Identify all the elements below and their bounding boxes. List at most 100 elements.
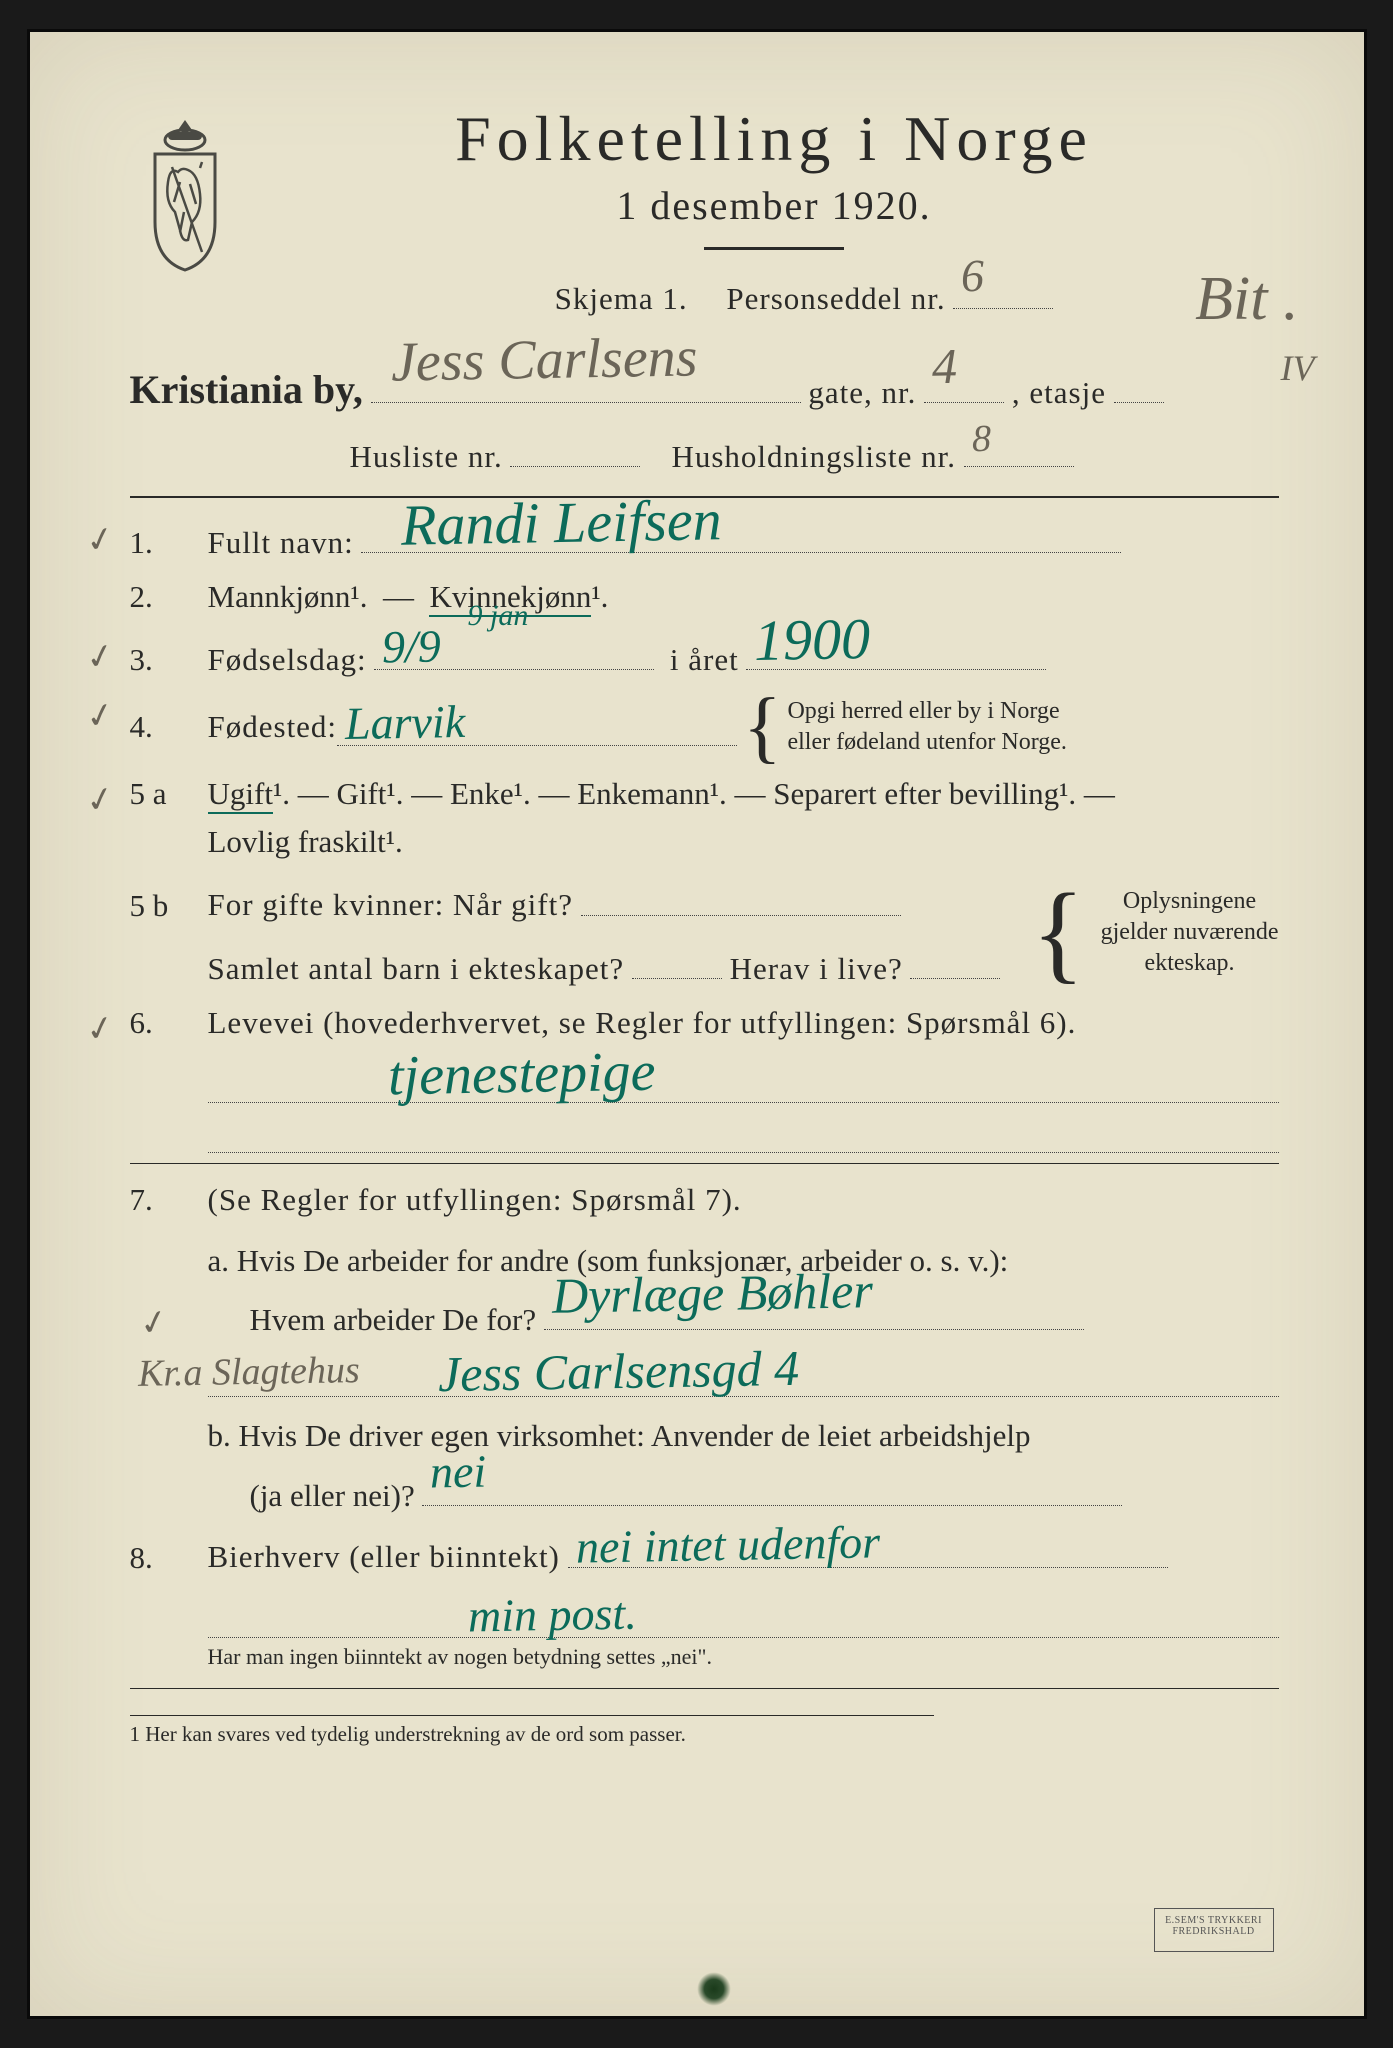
q3-year-value: 1900 — [754, 605, 871, 674]
q3-year-label: i året — [670, 642, 739, 677]
q4-field: Larvik — [337, 709, 737, 746]
personseddel-extra: Bit . — [1195, 250, 1298, 349]
q5a-label2: Lovlig fraskilt¹. — [208, 824, 403, 860]
q5a-label: Ugift¹. — Gift¹. — Enke¹. — Enkemann¹. —… — [208, 776, 1115, 814]
q3-year-field: 1900 — [746, 633, 1046, 670]
q8-row: 8. Bierhverv (eller biinntekt) nei intet… — [130, 1530, 1279, 1575]
address-line-1: Kristiania by, Jess Carlsens gate, nr. 4… — [130, 358, 1279, 422]
city-label: Kristiania by, — [130, 367, 363, 412]
gate-nr-field: 4 — [924, 366, 1004, 403]
q7a-field-2: Kr.a Slagtehus Jess Carlsensgd 4 — [208, 1353, 1279, 1397]
q7a-margin: Kr.a Slagtehus — [137, 1348, 359, 1396]
etasje-label: , etasje — [1012, 375, 1106, 410]
q5b-l1: For gifte kvinner: Når gift? — [208, 888, 573, 923]
q1-field: Randi Leifsen — [361, 516, 1121, 553]
q5a-tick: ✓ — [82, 778, 118, 823]
q6-label: Levevei (hovederhvervet, se Regler for u… — [208, 1005, 1077, 1040]
q8-value2: min post. — [467, 1586, 637, 1642]
q3-day-field: 9/9 — [374, 633, 654, 670]
q7-num: 7. — [130, 1182, 186, 1218]
date-subtitle: 1 desember 1920. — [270, 182, 1279, 229]
address-line-2: Husliste nr. Husholdningsliste nr. 8 — [350, 430, 1279, 482]
q2-row: 2. Mannkjønn¹. — Kvinnekjønn¹. 9 jan — [130, 579, 1279, 615]
q3-num: 3. — [130, 642, 186, 678]
note-block: Oplysningene gjelder nuværende ekteskap. — [1101, 886, 1279, 980]
q5b-num: 5 b — [130, 888, 186, 924]
q5a-row: ✓ 5 a Ugift¹. — Gift¹. — Enke¹. — Enkema… — [130, 776, 1279, 812]
q7b-q: (ja eller nei)? — [250, 1478, 415, 1513]
q5a-row2: Lovlig fraskilt¹. — [208, 824, 1279, 860]
q5b-f2 — [632, 942, 722, 979]
q7a-tick: ✓ — [134, 1295, 173, 1354]
thin-rule-2 — [130, 1688, 1279, 1689]
q4-tick: ✓ — [82, 693, 118, 738]
q5a-num: 5 a — [130, 776, 186, 812]
ink-blot — [697, 1972, 731, 2006]
gate-nr-value: 4 — [931, 326, 957, 406]
etasje-value: IV — [1281, 340, 1315, 398]
q5b-f1 — [581, 878, 901, 915]
q8-num: 8. — [130, 1540, 186, 1576]
q6-tick: ✓ — [82, 1006, 118, 1051]
q8-value1: nei intet udenfor — [575, 1515, 880, 1573]
q7a-value2: Jess Carlsensgd 4 — [437, 1339, 799, 1403]
q8-hint: Har man ingen biinntekt av nogen betydni… — [208, 1644, 1279, 1670]
q8-label: Bierhverv (eller biinntekt) — [208, 1540, 560, 1575]
brace-icon: { — [743, 707, 781, 747]
q3-label: Fødselsdag: — [208, 642, 367, 677]
stamp-l1: E.SEM'S TRYKKERI — [1165, 1915, 1262, 1926]
q3-row: ✓ 3. Fødselsdag: 9/9 i året 1900 — [130, 633, 1279, 678]
husholdning-value: 8 — [971, 409, 991, 470]
q4-label: Fødested: — [208, 709, 338, 745]
personseddel-nr-field: 6 — [953, 272, 1053, 309]
personseddel-label: Personseddel nr. — [726, 281, 945, 316]
q7b-label-line: b. Hvis De driver egen virksomhet: Anven… — [208, 1411, 1279, 1461]
document-page: Folketelling i Norge 1 desember 1920. Sk… — [27, 29, 1367, 2019]
q7a-q-line: ✓ Hvem arbeider De for? Dyrlæge Bøhler — [250, 1293, 1279, 1345]
street-field: Jess Carlsens — [371, 366, 801, 403]
q6-field: tjenestepige — [208, 1059, 1279, 1103]
husholdning-field: 8 — [964, 430, 1074, 467]
q7a-value: Dyrlæge Bøhler — [551, 1251, 873, 1337]
q1-num: 1. — [130, 525, 186, 561]
personseddel-nr-value: 6 — [961, 238, 985, 312]
title-rule — [704, 247, 844, 250]
q1-tick: ✓ — [82, 517, 118, 562]
street-value: Jess Carlsens — [390, 314, 698, 409]
q7b-label: b. Hvis De driver egen virksomhet: Anven… — [208, 1418, 1031, 1453]
husholdning-label: Husholdningsliste nr. — [671, 439, 956, 474]
q7b-value: nei — [430, 1435, 487, 1510]
q1-label: Fullt navn: — [208, 525, 354, 560]
q3-scribble: 9 jan — [468, 599, 529, 633]
q7a-field: Dyrlæge Bøhler — [544, 1293, 1084, 1330]
footnote: 1 Her kan svares ved tydelig understrekn… — [130, 1715, 934, 1747]
husliste-field — [510, 430, 640, 467]
q1-value: Randi Leifsen — [401, 486, 723, 559]
q8-field-2: min post. — [208, 1594, 1279, 1638]
q5b-f3 — [910, 942, 1000, 979]
gate-label: gate, nr. — [808, 375, 916, 410]
q6-num: 6. — [130, 1005, 186, 1041]
q5b-note1: Oplysningene — [1123, 888, 1256, 914]
q3-tick: ✓ — [82, 634, 118, 679]
q4-note1: Opgi herred eller by i Norge — [787, 698, 1059, 724]
q4-value: Larvik — [345, 695, 466, 750]
q5b-note2: gjelder nuværende — [1101, 919, 1279, 945]
q4-row: ✓ 4. Fødested: Larvik { Opgi herred elle… — [130, 696, 1279, 758]
q5b-row: 5 b For gifte kvinner: Når gift? Samlet … — [130, 878, 1279, 986]
q7b-field: nei — [422, 1469, 1122, 1506]
q5b-l3: Herav i live? — [730, 951, 903, 986]
q2-num: 2. — [130, 579, 186, 615]
q7-label: (Se Regler for utfyllingen: Spørsmål 7). — [208, 1182, 742, 1217]
printer-stamp: E.SEM'S TRYKKERI FREDRIKSHALD — [1154, 1908, 1274, 1952]
thin-rule-1 — [130, 1163, 1279, 1164]
main-title: Folketelling i Norge — [270, 102, 1279, 176]
q2-label: Mannkjønn¹. — Kvinnekjønn¹. — [208, 579, 609, 617]
brace-icon: { — [1032, 905, 1085, 960]
title-block: Folketelling i Norge 1 desember 1920. Sk… — [270, 102, 1279, 332]
q4-note2: eller fødeland utenfor Norge. — [787, 729, 1066, 755]
q8-field: nei intet udenfor — [568, 1530, 1168, 1567]
note-block: Opgi herred eller by i Norge eller fødel… — [787, 696, 1066, 758]
etasje-field — [1114, 366, 1164, 403]
stamp-l2: FREDRIKSHALD — [1172, 1926, 1254, 1937]
